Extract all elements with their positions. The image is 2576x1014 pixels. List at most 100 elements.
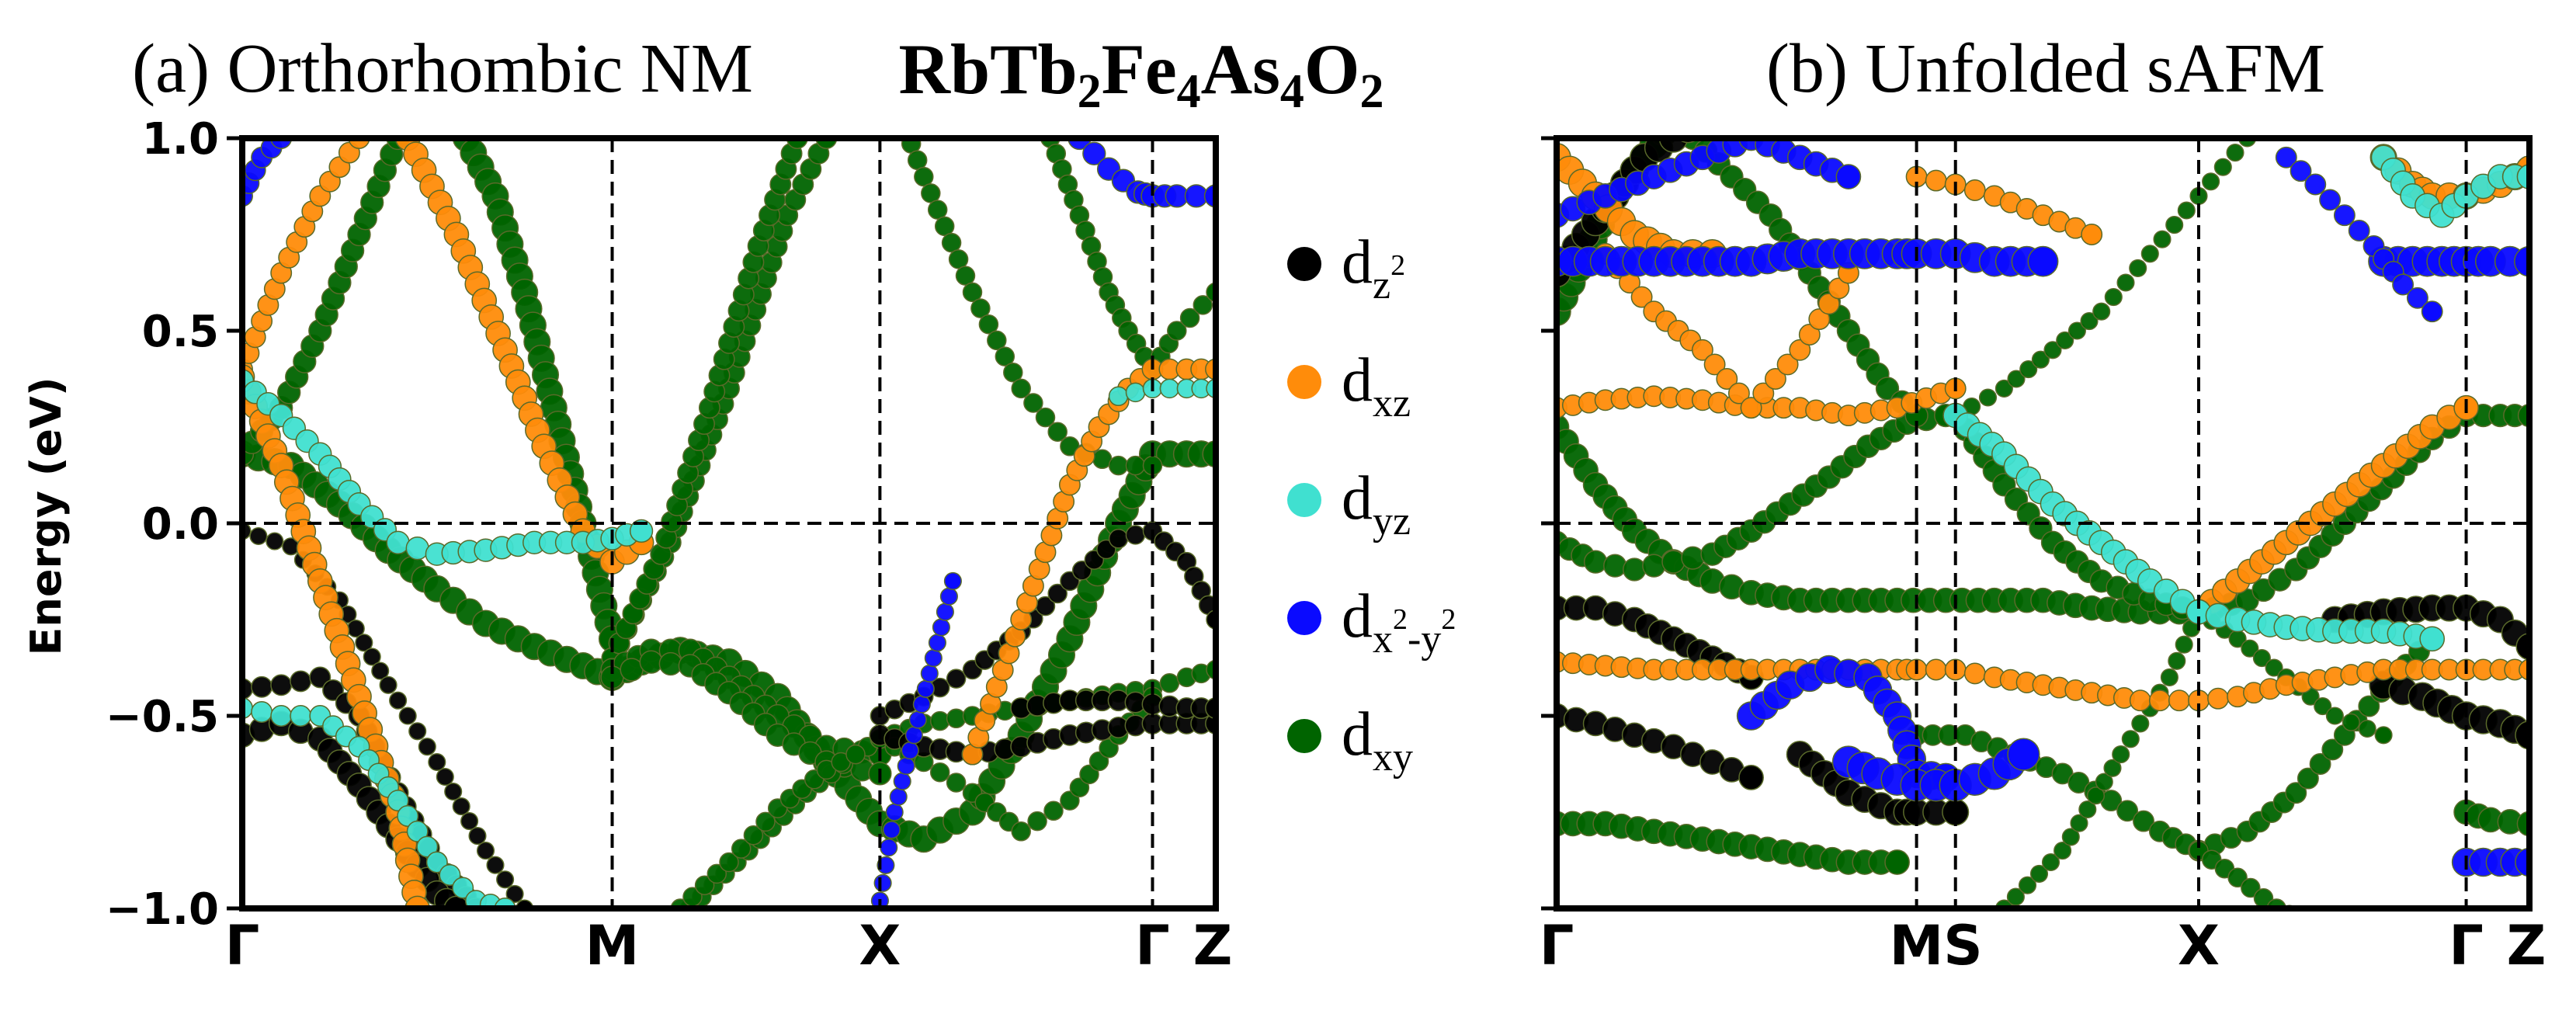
band-point — [2041, 853, 2060, 872]
band-point — [2140, 245, 2159, 263]
series-d_xy — [1557, 811, 1910, 875]
band-point — [398, 707, 417, 725]
band-point — [266, 532, 284, 550]
x-tick-label: M — [585, 914, 640, 978]
series-d_x2-y2 — [1831, 738, 2040, 802]
legend-label: dyz — [1342, 464, 1411, 543]
band-point — [2241, 877, 2261, 898]
band-point — [2061, 828, 2080, 846]
band-point — [2081, 224, 2103, 245]
x-tick-label: Z — [1193, 914, 1233, 978]
band-point — [2297, 767, 2319, 790]
band-point — [2404, 938, 2422, 957]
band-point — [2251, 120, 2269, 137]
x-tick-label: MS — [1890, 914, 1983, 978]
band-point — [439, 864, 461, 886]
title-subscript: 2 — [1078, 65, 1102, 118]
band-point — [978, 314, 999, 335]
band-point — [2168, 689, 2190, 712]
y-axis-label: Energy (eV) — [22, 377, 71, 655]
band-point — [2213, 158, 2232, 176]
panel-a-title: (a) Orthorhombic NM — [132, 30, 753, 107]
panel-b-title: (b) Unfolded sAFM — [1766, 30, 2325, 107]
band-point — [1125, 455, 1146, 476]
band-point — [460, 812, 479, 831]
series-d_xy — [452, 138, 627, 653]
band-point — [2226, 144, 2244, 162]
band-point — [1035, 407, 1056, 428]
band-point — [2358, 719, 2376, 738]
series-d_xz — [1557, 377, 1967, 427]
series-d_xy — [1040, 138, 1216, 380]
y-tick-label: 0.0 — [142, 499, 219, 550]
band-point — [1108, 386, 1129, 407]
band-point — [2252, 649, 2271, 668]
series-d_x2-y2 — [870, 571, 962, 908]
band-point — [2384, 938, 2403, 957]
band-point — [2275, 146, 2297, 168]
band-point — [1835, 164, 1862, 189]
band-point — [955, 266, 976, 286]
band-point — [1108, 455, 1129, 476]
band-point — [2241, 639, 2259, 658]
band-point — [270, 674, 293, 696]
band-point — [290, 109, 311, 129]
panel-b: (b) Unfolded sAFM Γ MS X Γ Z — [1540, 14, 2546, 978]
band-point — [901, 741, 919, 760]
band-point — [491, 0, 513, 21]
band-point — [418, 738, 436, 756]
band-point — [1776, 353, 1799, 376]
band-point — [1023, 393, 1043, 413]
series-d_xy — [601, 138, 808, 669]
band-point — [2419, 626, 2446, 652]
band-point — [873, 873, 892, 892]
band-point — [1193, 295, 1213, 315]
band-point — [731, 839, 752, 859]
band-point — [962, 282, 983, 303]
band-point — [2177, 201, 2196, 220]
y-tick-label: 1.0 — [142, 114, 219, 165]
band-point — [2361, 33, 2378, 50]
band-point — [1691, 339, 1713, 361]
band-point — [2095, 773, 2113, 791]
band-point — [1661, 550, 1686, 574]
title-subscript: 4 — [1177, 65, 1201, 118]
band-point — [1884, 849, 1910, 875]
title-text: O — [1304, 30, 1360, 109]
band-point — [934, 216, 955, 237]
band-point — [416, 835, 439, 858]
legend-label: dxz — [1342, 346, 1411, 425]
band-point — [904, 726, 923, 745]
x-tick-label: Z — [2507, 914, 2546, 978]
x-tick-label: Γ — [1135, 914, 1170, 978]
band-point — [496, 870, 515, 889]
legend-entry: dx2-y2 — [1287, 582, 1456, 662]
legend-marker — [1287, 719, 1321, 753]
band-point — [921, 183, 941, 203]
series-d_xy — [2189, 840, 2422, 957]
band-point — [436, 767, 454, 787]
band-point — [2007, 370, 2026, 388]
band-point — [2133, 810, 2154, 832]
band-point — [943, 571, 962, 590]
band-point — [386, 530, 410, 554]
band-point — [309, 666, 332, 689]
band-point — [2515, 847, 2529, 877]
band-point — [1082, 141, 1106, 165]
legend-label: dz2 — [1342, 228, 1405, 307]
band-point — [2018, 876, 2037, 894]
band-point — [755, 811, 776, 832]
band-point — [1808, 308, 1831, 331]
band-point — [2385, 14, 2402, 31]
panel-a-reference-lines — [242, 138, 1216, 908]
band-point — [2007, 738, 2040, 771]
panel-b-data-points — [1557, 14, 2529, 957]
band-point — [882, 821, 901, 839]
band-point — [939, 587, 958, 606]
legend: dz2 dxz dyz dx2-y2 dxy — [1287, 228, 1456, 780]
title-text: As — [1201, 30, 1280, 109]
series-d_yz — [2185, 599, 2446, 652]
band-point — [2078, 800, 2097, 819]
series-d_xy — [901, 138, 1163, 476]
